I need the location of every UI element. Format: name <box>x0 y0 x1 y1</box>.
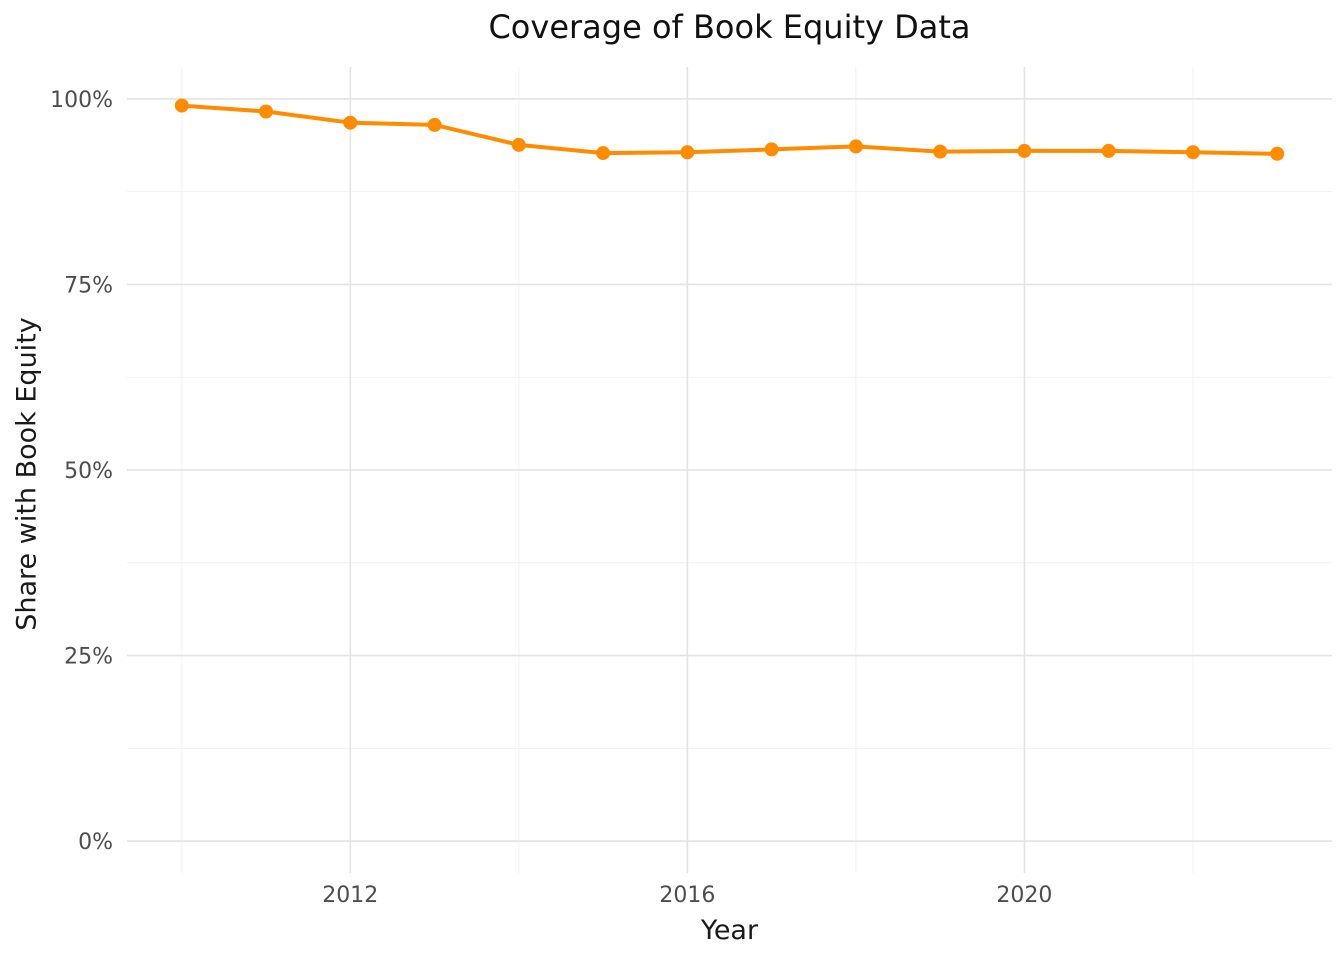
y-tick-label: 0% <box>78 830 113 855</box>
x-axis-title: Year <box>700 915 759 946</box>
data-point <box>1101 143 1116 158</box>
data-point <box>511 137 526 152</box>
data-point <box>259 104 273 119</box>
x-tick-label: 2020 <box>996 883 1052 908</box>
data-point <box>933 144 948 159</box>
y-tick-label: 100% <box>50 88 113 113</box>
y-tick-label: 50% <box>64 459 113 484</box>
y-tick-label: 75% <box>64 273 113 298</box>
data-point <box>1270 146 1285 161</box>
data-point <box>680 145 695 160</box>
data-point <box>848 139 863 154</box>
chart-title: Coverage of Book Equity Data <box>488 8 971 46</box>
x-tick-label: 2012 <box>322 883 378 908</box>
x-tick-label: 2016 <box>659 883 715 908</box>
data-point <box>764 142 779 157</box>
data-line <box>179 103 1280 156</box>
data-point <box>427 117 442 132</box>
data-point <box>343 115 358 130</box>
y-axis-title: Share with Book Equity <box>11 317 43 631</box>
data-point <box>1017 143 1032 158</box>
data-point <box>174 98 189 113</box>
data-point <box>1186 145 1200 160</box>
y-tick-label: 25% <box>64 645 113 670</box>
data-point <box>596 146 611 161</box>
